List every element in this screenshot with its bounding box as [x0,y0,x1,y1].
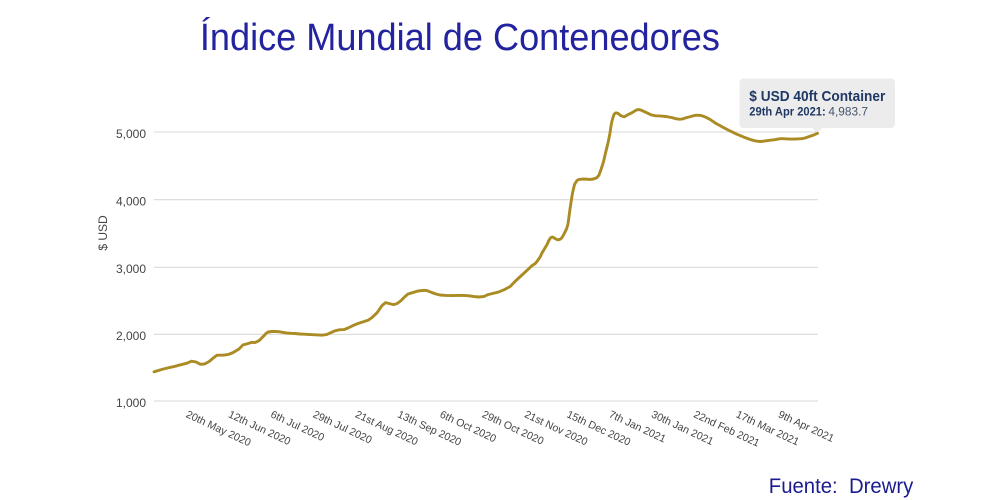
svg-text:$ USD 40ft Container: $ USD 40ft Container [749,88,885,105]
svg-text:1,000: 1,000 [116,396,146,410]
svg-text:2,000: 2,000 [116,329,146,343]
svg-text:4,000: 4,000 [116,195,146,209]
svg-text:3,000: 3,000 [116,262,146,276]
svg-text:Índice Mundial de Contenedores: Índice Mundial de Contenedores [200,16,720,59]
svg-text:29th Apr 2021:: 29th Apr 2021: [749,107,825,119]
svg-text:$ USD: $ USD [96,215,110,251]
svg-text:4,983.7: 4,983.7 [828,107,868,119]
svg-text:5,000: 5,000 [116,127,146,141]
svg-text:Fuente: Drewry: Fuente: Drewry [769,475,914,498]
